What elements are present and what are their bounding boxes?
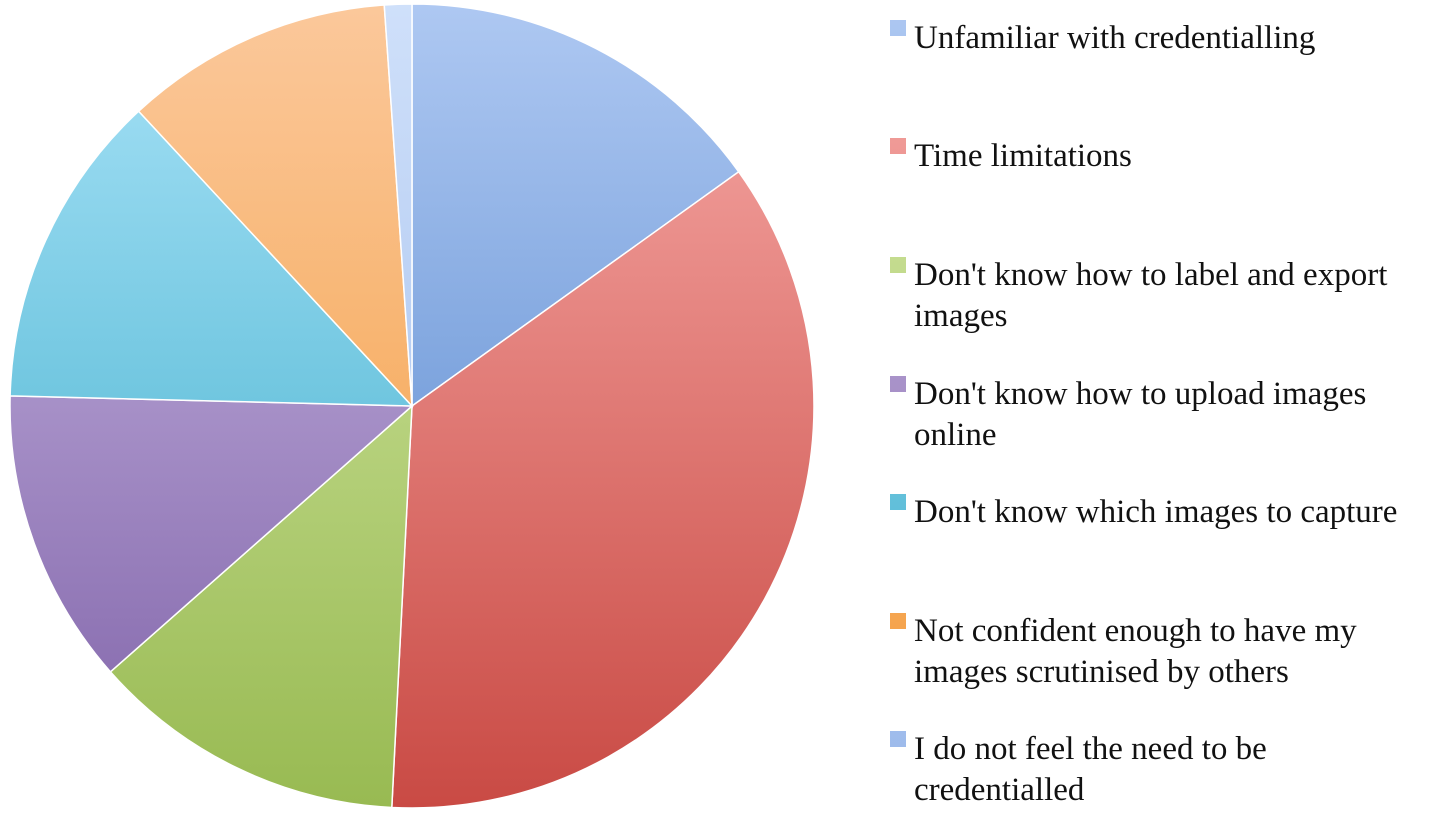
pie-slice-2 — [391, 170, 815, 809]
pie-slices — [9, 3, 815, 809]
pie-slice-1 — [411, 3, 740, 408]
legend-label-2: Time limitations — [914, 138, 1132, 174]
legend-marker-6 — [890, 613, 906, 629]
legend-marker-1 — [890, 20, 906, 36]
pie-slice-5 — [9, 110, 414, 407]
legend-marker-5 — [890, 494, 906, 510]
legend-marker-7 — [890, 731, 906, 747]
legend-label-6-line-2: images scrutinised by others — [914, 654, 1289, 690]
legend-label-4-line-1: Don't know how to upload images — [914, 376, 1366, 412]
legend-marker-3 — [890, 257, 906, 273]
legend-label-7-line-1: I do not feel the need to be — [914, 731, 1267, 767]
pie-slice-6 — [137, 4, 413, 409]
legend-label-5: Don't know which images to capture — [914, 494, 1397, 530]
pie-slice-7 — [383, 3, 413, 407]
legend-label-7-line-2: credentialled — [914, 772, 1085, 808]
pie-slice-3 — [109, 404, 413, 809]
legend-label-1: Unfamiliar with credentialling — [914, 20, 1315, 56]
legend-marker-4 — [890, 376, 906, 392]
legend-label-6-line-1: Not confident enough to have my — [914, 613, 1357, 649]
legend-label-3-line-1: Don't know how to label and export — [914, 257, 1387, 293]
legend-label-3-line-2: images — [914, 298, 1007, 334]
legend-marker-2 — [890, 138, 906, 154]
legend-label-4-line-2: online — [914, 417, 996, 453]
pie-slice-4 — [9, 395, 414, 673]
legend: Unfamiliar with credentialling Time limit… — [890, 20, 1397, 808]
